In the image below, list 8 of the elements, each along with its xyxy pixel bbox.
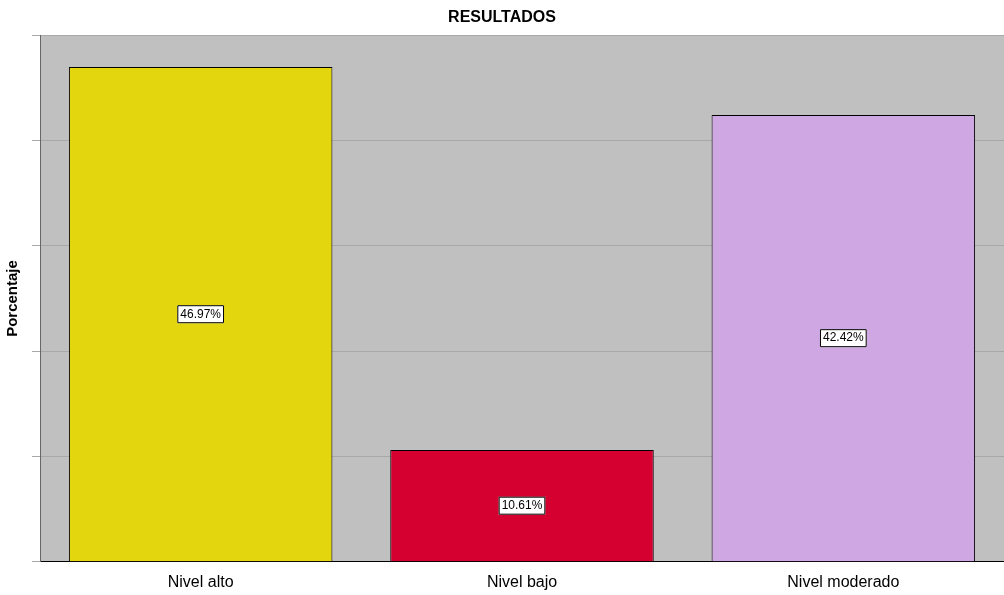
x-tick-label: Nivel bajo	[486, 572, 558, 590]
data-label: 42.42%	[822, 330, 865, 345]
chart-title: RESULTADOS	[448, 8, 557, 26]
x-tick-label: Nivel alto	[167, 572, 234, 590]
data-label: 46.97%	[180, 306, 222, 321]
y-axis-title: Porcentaje	[3, 260, 21, 337]
data-label: 10.61%	[501, 497, 543, 512]
x-tick-label: Nivel moderado	[787, 572, 900, 590]
